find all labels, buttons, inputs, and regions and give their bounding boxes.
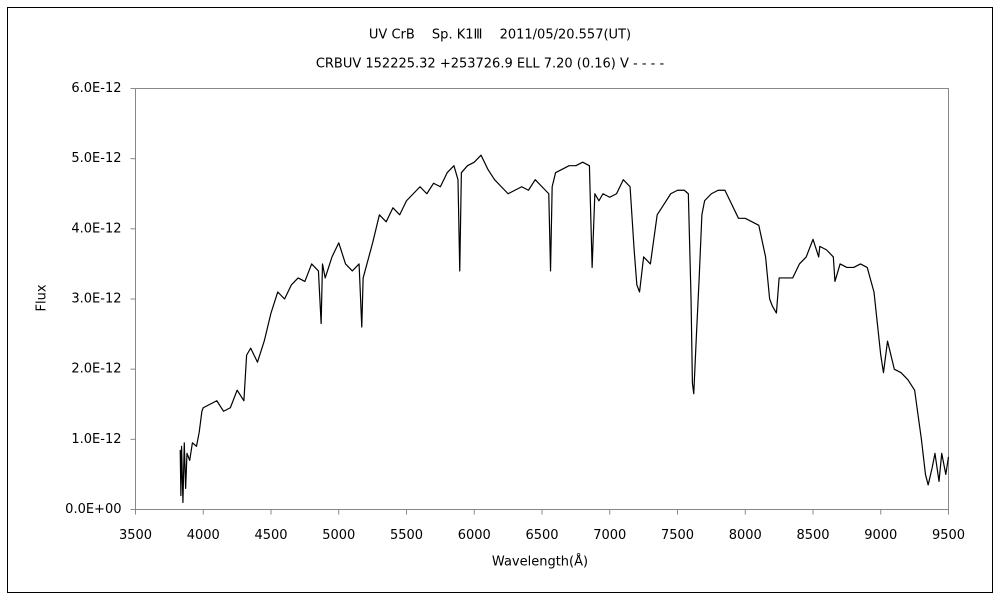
- y-tick-label: 0.0E+00: [65, 502, 121, 517]
- x-tick-label: 5500: [390, 528, 423, 543]
- y-tick-label: 1.0E-12: [71, 432, 121, 447]
- x-tick-label: 5000: [322, 528, 355, 543]
- y-tick-label: 3.0E-12: [71, 292, 121, 307]
- x-tick-label: 9000: [864, 528, 897, 543]
- x-tick-label: 4500: [254, 528, 287, 543]
- spectrum-line: [179, 154, 950, 504]
- x-tick-label: 7000: [593, 528, 626, 543]
- y-tick-label: 6.0E-12: [71, 81, 121, 96]
- x-tick-label: 6000: [458, 528, 491, 543]
- x-axis-label: Wavelength(Å): [492, 554, 588, 570]
- x-tick-label: 3500: [119, 528, 152, 543]
- y-axis-label: Flux: [35, 284, 50, 311]
- x-tick-label: 7500: [661, 528, 694, 543]
- y-tick-label: 4.0E-12: [71, 221, 121, 236]
- chart-subtitle: CRBUV 152225.32 +253726.9 ELL 7.20 (0.16…: [316, 57, 665, 72]
- x-tick-label: 6500: [525, 528, 558, 543]
- y-tick-label: 5.0E-12: [71, 151, 121, 166]
- plot-frame: [135, 88, 949, 510]
- x-tick-label: 8000: [729, 528, 762, 543]
- y-tick-label: 2.0E-12: [71, 362, 121, 377]
- x-tick-label: 8500: [796, 528, 829, 543]
- chart-border: [7, 7, 993, 593]
- x-tick-label: 9500: [932, 528, 965, 543]
- chart-title: UV CrB Sp. K1Ⅲ 2011/05/20.557(UT): [369, 28, 631, 43]
- x-tick-label: 4000: [187, 528, 220, 543]
